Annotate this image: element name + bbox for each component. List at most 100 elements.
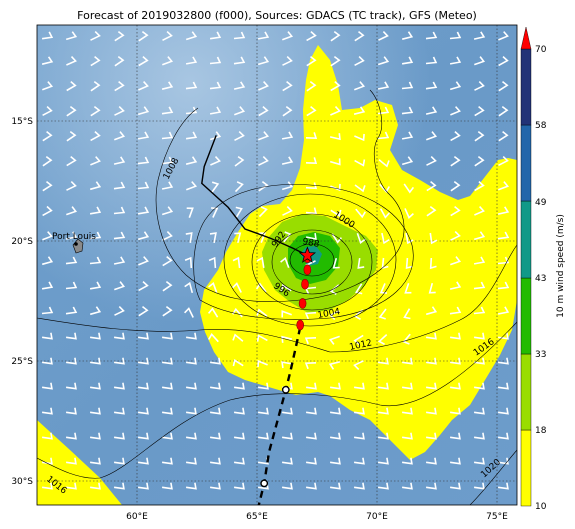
wind-barb [89, 457, 101, 465]
wind-barb [258, 131, 270, 141]
wind-barb [89, 357, 101, 365]
current-position-star-icon [298, 246, 317, 263]
wind-barb [473, 31, 486, 40]
wind-barb [185, 357, 197, 365]
wind-barb [161, 332, 173, 340]
wind-barb [498, 181, 510, 191]
wind-barb [425, 432, 437, 440]
port-louis-label: Port Louis [52, 232, 96, 242]
wind-barb [41, 56, 54, 65]
wind-barb [42, 231, 53, 241]
wind-barb [66, 181, 77, 191]
wind-barb [280, 284, 292, 292]
wind-barb [185, 432, 197, 440]
wind-barb [473, 306, 486, 315]
wind-barb [329, 133, 341, 141]
wind-barb [42, 81, 54, 91]
wind-barb [137, 181, 150, 190]
wind-barb [89, 482, 101, 490]
wind-barb [377, 457, 389, 465]
wind-barb [401, 407, 413, 415]
wind-barb [233, 457, 245, 465]
wind-barb [355, 208, 366, 219]
wind-barb [113, 332, 125, 340]
wind-barb [425, 482, 437, 490]
wind-barb [473, 281, 486, 290]
colorbar-tick: 49 [535, 198, 547, 208]
x-axis: 60°E 65°E 70°E 75°E [126, 512, 508, 522]
wind-barb [185, 332, 197, 340]
wind-barb [185, 232, 193, 244]
wind-barb [377, 56, 390, 66]
wind-barb [209, 382, 221, 390]
wind-barb [497, 357, 509, 365]
wind-barb [353, 457, 365, 465]
wind-barb [233, 56, 246, 65]
colorbar-segment [520, 200, 532, 279]
wind-barb [473, 357, 485, 365]
wind-barb [137, 332, 149, 340]
wind-barb [162, 231, 173, 241]
wind-barb [404, 208, 414, 219]
wind-barb [113, 156, 126, 165]
wind-barb [305, 232, 317, 241]
wind-barb [498, 80, 509, 92]
wind-barb [41, 357, 53, 365]
wind-barb [329, 382, 341, 390]
wind-barb [137, 357, 149, 365]
wind-barb [41, 382, 53, 390]
x-tick-label: 65°E [246, 512, 268, 522]
wind-barb [209, 131, 222, 141]
wind-barb [257, 359, 268, 368]
wind-barb [233, 432, 245, 440]
wind-barb [257, 56, 270, 66]
wind-barb [258, 232, 266, 243]
wind-barb [281, 361, 293, 369]
wind-barb [232, 359, 244, 367]
wind-barb [138, 30, 149, 42]
wind-barb [305, 457, 317, 465]
colorbar-tick: 43 [535, 274, 546, 284]
wind-barb [208, 256, 217, 269]
colorbar-tick: 58 [535, 121, 547, 131]
wind-barbs [41, 30, 510, 490]
forecast-track-points [260, 385, 290, 488]
wind-barb [184, 307, 194, 318]
wind-barb [330, 183, 341, 192]
wind-barb [304, 311, 317, 320]
wind-barb [258, 106, 269, 117]
wind-barb [211, 207, 219, 218]
wind-barb [305, 482, 317, 490]
wind-barb [425, 106, 438, 115]
wind-barb [330, 30, 341, 42]
wind-barb [90, 31, 101, 41]
wind-barb [113, 407, 125, 415]
wind-barb [137, 231, 150, 241]
wind-barb [65, 457, 77, 465]
wind-barb [306, 105, 317, 117]
forecast-point-marker [281, 385, 290, 394]
wind-barb [449, 306, 462, 315]
wind-barb [257, 382, 269, 390]
y-tick-label: 25°S [11, 357, 33, 367]
wind-barb [113, 457, 125, 465]
wind-barb [65, 31, 78, 41]
wind-barb [377, 357, 389, 365]
wind-barb [355, 283, 363, 295]
wind-barb [378, 308, 387, 320]
wind-barb [161, 81, 174, 90]
wind-barb [256, 308, 268, 317]
wind-barb [425, 81, 438, 90]
wind-barb [401, 457, 413, 465]
isobar-1012 [37, 244, 517, 353]
colorbar-tick: 70 [535, 45, 547, 55]
wind-barb [210, 156, 221, 166]
wind-barb [65, 231, 78, 240]
wind-barb [473, 432, 485, 440]
wind-barb [209, 56, 222, 65]
wind-barb [497, 482, 509, 490]
wind-barb [66, 80, 77, 92]
observed-point-marker [296, 319, 305, 331]
wind-barb [449, 56, 462, 65]
wind-barb [162, 305, 173, 317]
